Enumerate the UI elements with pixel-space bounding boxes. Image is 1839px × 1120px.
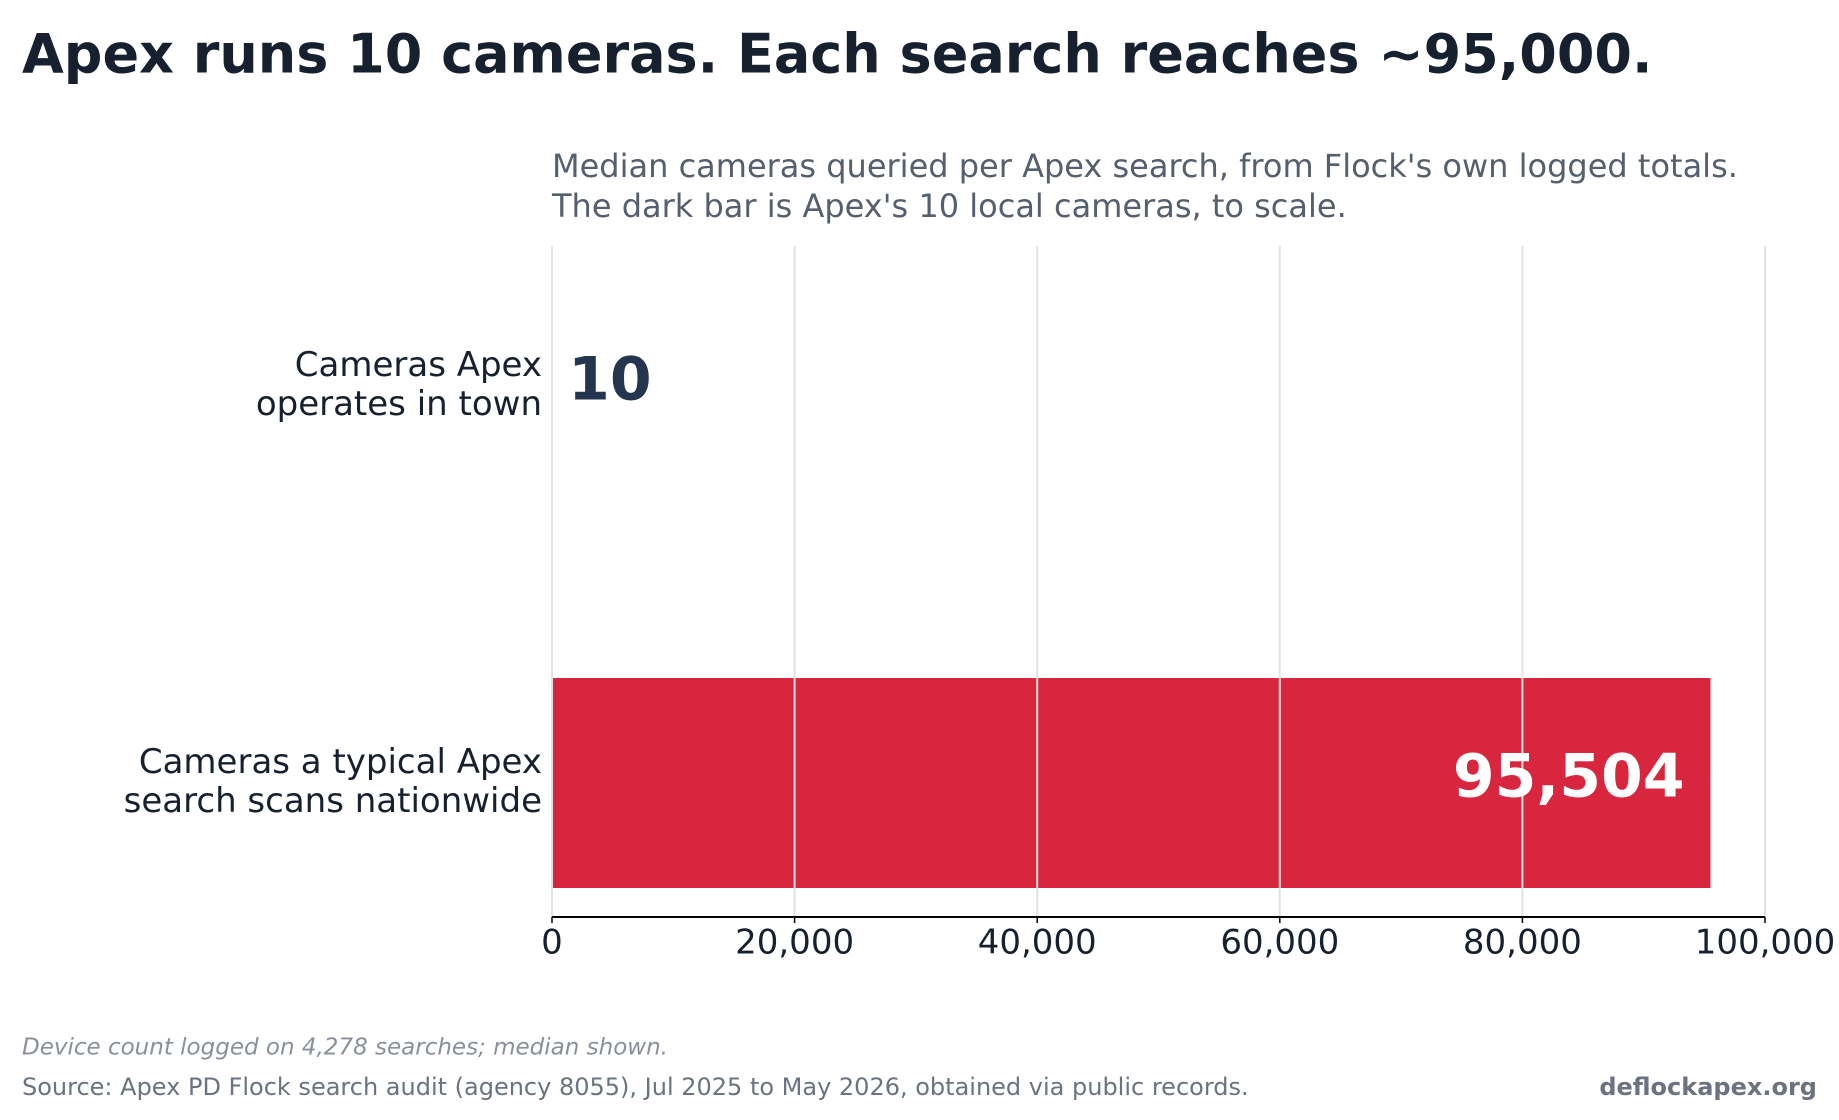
x-tick-label: 0 bbox=[541, 923, 563, 963]
y-tick-label: Cameras Apex bbox=[295, 345, 542, 385]
x-tick-label: 100,000 bbox=[1695, 923, 1836, 963]
subtitle: The dark bar is Apex's 10 local cameras,… bbox=[551, 187, 1347, 225]
source: Source: Apex PD Flock search audit (agen… bbox=[22, 1073, 1249, 1101]
value-label: 95,504 bbox=[1453, 742, 1685, 812]
credit: deflockapex.org bbox=[1599, 1073, 1817, 1101]
x-tick-label: 40,000 bbox=[978, 923, 1097, 963]
bar bbox=[552, 678, 1711, 888]
note: Device count logged on 4,278 searches; m… bbox=[22, 1035, 668, 1061]
y-tick-label: search scans nationwide bbox=[124, 781, 542, 821]
chart-title: Apex runs 10 cameras. Each search reache… bbox=[22, 23, 1653, 86]
x-tick-label: 60,000 bbox=[1220, 923, 1339, 963]
subtitle: Median cameras queried per Apex search, … bbox=[552, 147, 1738, 185]
x-tick-label: 80,000 bbox=[1463, 923, 1582, 963]
x-tick-label: 20,000 bbox=[735, 923, 854, 963]
value-label: 10 bbox=[568, 345, 652, 415]
y-tick-label: Cameras a typical Apex bbox=[139, 742, 542, 782]
y-tick-label: operates in town bbox=[256, 384, 542, 424]
